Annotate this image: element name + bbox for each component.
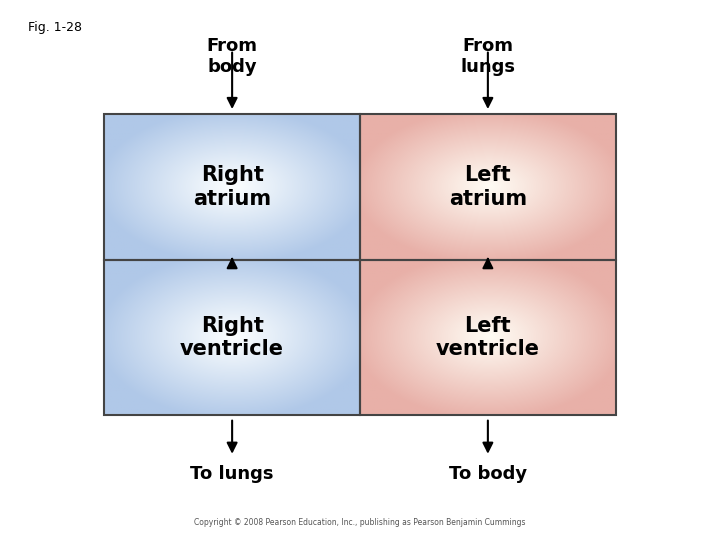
Text: Right
atrium: Right atrium: [193, 165, 271, 208]
Text: From
body: From body: [207, 37, 258, 76]
Text: Fig. 1-28: Fig. 1-28: [28, 21, 82, 34]
Bar: [104, 260, 360, 415]
Text: From
lungs: From lungs: [460, 37, 516, 76]
Bar: [360, 114, 616, 260]
Bar: [360, 260, 616, 415]
Text: To lungs: To lungs: [190, 464, 274, 483]
Bar: [104, 114, 360, 260]
Text: Left
ventricle: Left ventricle: [436, 316, 540, 359]
Text: Copyright © 2008 Pearson Education, Inc., publishing as Pearson Benjamin Cumming: Copyright © 2008 Pearson Education, Inc.…: [194, 518, 526, 526]
Text: Left
atrium: Left atrium: [449, 165, 527, 208]
Text: To body: To body: [449, 464, 527, 483]
Text: Right
ventricle: Right ventricle: [180, 316, 284, 359]
